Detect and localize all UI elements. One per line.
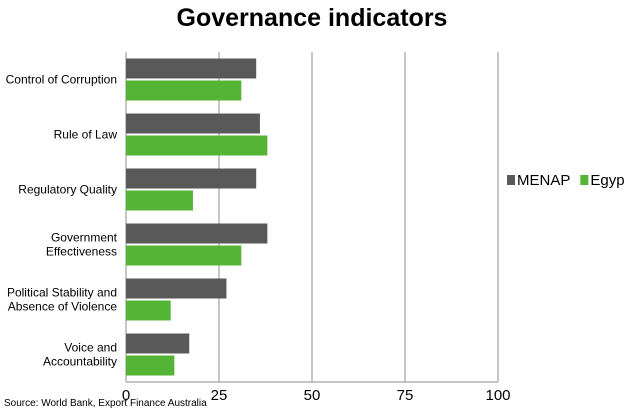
x-tick-label: 0 bbox=[122, 387, 130, 404]
bar-egypt bbox=[126, 135, 268, 156]
legend-swatch-egypt bbox=[580, 175, 589, 185]
category-label: Government bbox=[51, 231, 118, 245]
category-label: Rule of Law bbox=[54, 128, 118, 142]
bar-egypt bbox=[126, 355, 175, 376]
chart-title: Governance indicators bbox=[176, 4, 448, 32]
category-label: Political Stability and bbox=[7, 286, 117, 300]
legend-label-menap: MENAP bbox=[517, 172, 570, 189]
category-label: Absence of Violence bbox=[8, 300, 118, 314]
bar-menap bbox=[126, 58, 257, 79]
bar-menap bbox=[126, 168, 257, 189]
legend-label-egypt: Egypt bbox=[590, 172, 624, 189]
category-label: Effectiveness bbox=[46, 245, 117, 259]
category-label: Regulatory Quality bbox=[18, 183, 117, 197]
source-note: Source: World Bank, Export Finance Austr… bbox=[4, 398, 207, 409]
bar-menap bbox=[126, 223, 268, 244]
bar-egypt bbox=[126, 190, 193, 211]
x-tick-label: 100 bbox=[485, 387, 510, 404]
category-label: Control of Corruption bbox=[6, 73, 117, 87]
category-label: Accountability bbox=[43, 355, 117, 369]
bar-egypt bbox=[126, 80, 242, 101]
bar-menap bbox=[126, 278, 227, 299]
x-tick-label: 50 bbox=[304, 387, 321, 404]
bar-menap bbox=[126, 113, 260, 134]
x-tick-label: 25 bbox=[211, 387, 228, 404]
bar-egypt bbox=[126, 300, 171, 321]
bar-egypt bbox=[126, 245, 242, 266]
x-tick-label: 75 bbox=[397, 387, 414, 404]
bar-menap bbox=[126, 333, 190, 354]
category-label: Voice and bbox=[64, 341, 117, 355]
legend-swatch-menap bbox=[507, 175, 515, 185]
